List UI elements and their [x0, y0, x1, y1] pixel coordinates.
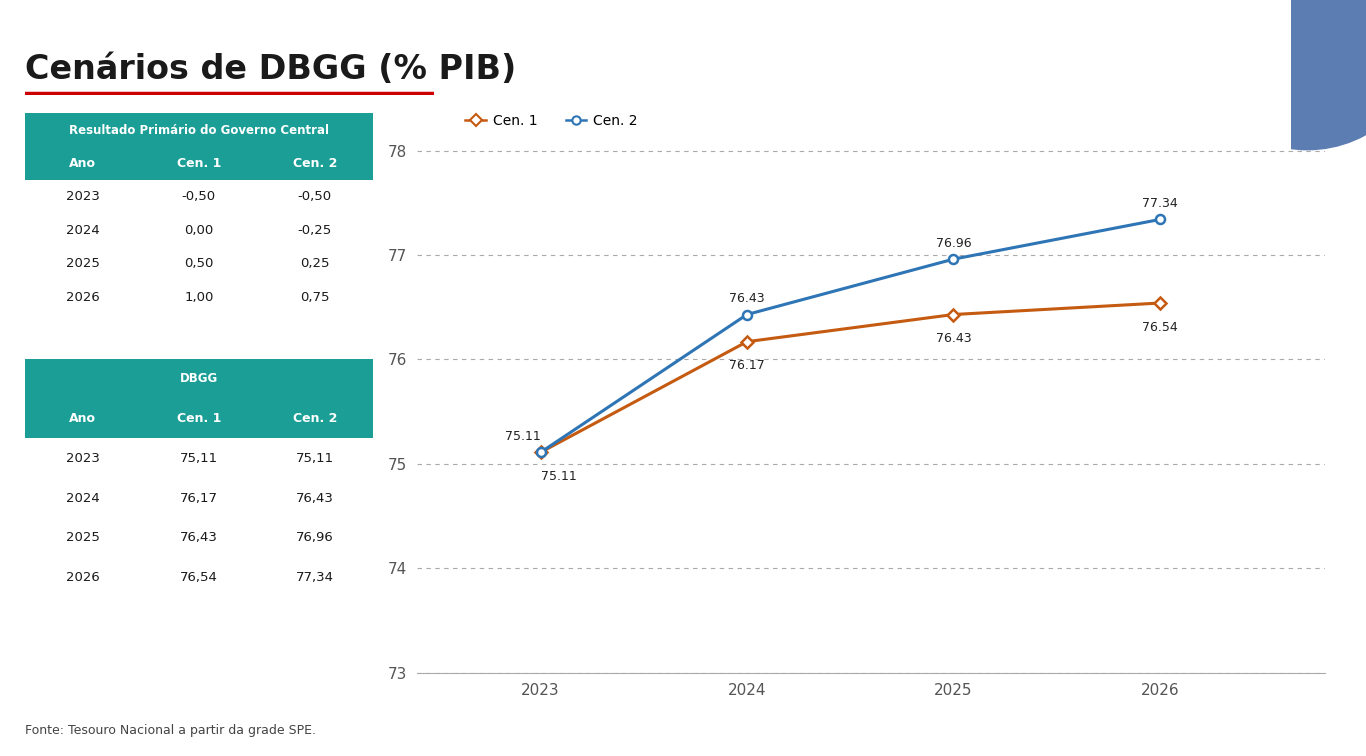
Text: 75,11: 75,11: [180, 452, 217, 465]
Text: 75.11: 75.11: [541, 470, 576, 483]
Text: -0,25: -0,25: [298, 224, 332, 237]
Text: 76.17: 76.17: [729, 359, 765, 373]
FancyBboxPatch shape: [141, 518, 257, 558]
Text: Cen. 2: Cen. 2: [292, 412, 337, 425]
Text: 76,43: 76,43: [296, 491, 333, 504]
FancyBboxPatch shape: [141, 280, 257, 314]
FancyBboxPatch shape: [25, 113, 373, 147]
FancyBboxPatch shape: [257, 478, 373, 518]
Text: -0,50: -0,50: [182, 191, 216, 203]
Text: 76.43: 76.43: [936, 333, 971, 345]
Text: 76.43: 76.43: [729, 292, 765, 305]
Text: 76,17: 76,17: [180, 491, 217, 504]
Text: DBGG: DBGG: [179, 373, 219, 386]
Legend: Cen. 1, Cen. 2: Cen. 1, Cen. 2: [460, 108, 643, 133]
FancyBboxPatch shape: [25, 438, 141, 478]
Text: Cen. 1: Cen. 1: [176, 412, 221, 425]
Text: -0,50: -0,50: [298, 191, 332, 203]
Text: 0,25: 0,25: [301, 257, 329, 270]
FancyBboxPatch shape: [141, 478, 257, 518]
FancyBboxPatch shape: [141, 558, 257, 597]
FancyBboxPatch shape: [257, 438, 373, 478]
Text: 2023: 2023: [66, 452, 100, 465]
FancyBboxPatch shape: [141, 399, 257, 438]
Text: 2026: 2026: [66, 571, 100, 584]
Text: 2024: 2024: [66, 491, 100, 504]
Text: 2025: 2025: [66, 257, 100, 270]
Text: 75,11: 75,11: [296, 452, 333, 465]
FancyBboxPatch shape: [25, 247, 141, 280]
FancyBboxPatch shape: [25, 147, 141, 180]
Text: 0,75: 0,75: [301, 290, 329, 304]
FancyBboxPatch shape: [25, 478, 141, 518]
FancyBboxPatch shape: [25, 399, 141, 438]
FancyBboxPatch shape: [25, 518, 141, 558]
Text: Cenários de DBGG (% PIB): Cenários de DBGG (% PIB): [25, 53, 516, 86]
FancyBboxPatch shape: [141, 213, 257, 247]
FancyBboxPatch shape: [25, 180, 141, 213]
Text: 76,43: 76,43: [180, 531, 217, 544]
FancyBboxPatch shape: [257, 213, 373, 247]
FancyBboxPatch shape: [141, 247, 257, 280]
Text: Cen. 2: Cen. 2: [292, 157, 337, 170]
Text: 77,34: 77,34: [296, 571, 333, 584]
FancyBboxPatch shape: [25, 213, 141, 247]
Text: 1,00: 1,00: [184, 290, 213, 304]
FancyBboxPatch shape: [141, 147, 257, 180]
FancyBboxPatch shape: [25, 280, 141, 314]
FancyBboxPatch shape: [141, 438, 257, 478]
Text: 2023: 2023: [66, 191, 100, 203]
FancyBboxPatch shape: [25, 359, 373, 399]
Text: 75.11: 75.11: [505, 430, 541, 443]
Text: 76.96: 76.96: [936, 237, 971, 249]
FancyBboxPatch shape: [257, 180, 373, 213]
Text: 76,96: 76,96: [296, 531, 333, 544]
Text: 77.34: 77.34: [1142, 197, 1177, 210]
FancyBboxPatch shape: [257, 147, 373, 180]
FancyBboxPatch shape: [257, 399, 373, 438]
Text: Fonte: Tesouro Nacional a partir da grade SPE.: Fonte: Tesouro Nacional a partir da grad…: [25, 724, 316, 737]
Text: 2024: 2024: [66, 224, 100, 237]
Text: 2026: 2026: [66, 290, 100, 304]
Text: Ano: Ano: [70, 412, 96, 425]
FancyBboxPatch shape: [257, 280, 373, 314]
FancyBboxPatch shape: [25, 558, 141, 597]
Text: Cen. 1: Cen. 1: [176, 157, 221, 170]
Text: 76,54: 76,54: [180, 571, 217, 584]
FancyBboxPatch shape: [257, 558, 373, 597]
Text: 0,00: 0,00: [184, 224, 213, 237]
FancyBboxPatch shape: [257, 518, 373, 558]
Text: Resultado Primário do Governo Central: Resultado Primário do Governo Central: [68, 123, 329, 137]
Text: Ano: Ano: [70, 157, 96, 170]
Circle shape: [1184, 0, 1366, 150]
Text: 76.54: 76.54: [1142, 321, 1177, 334]
FancyBboxPatch shape: [141, 180, 257, 213]
FancyBboxPatch shape: [257, 247, 373, 280]
Text: 0,50: 0,50: [184, 257, 213, 270]
Text: 2025: 2025: [66, 531, 100, 544]
